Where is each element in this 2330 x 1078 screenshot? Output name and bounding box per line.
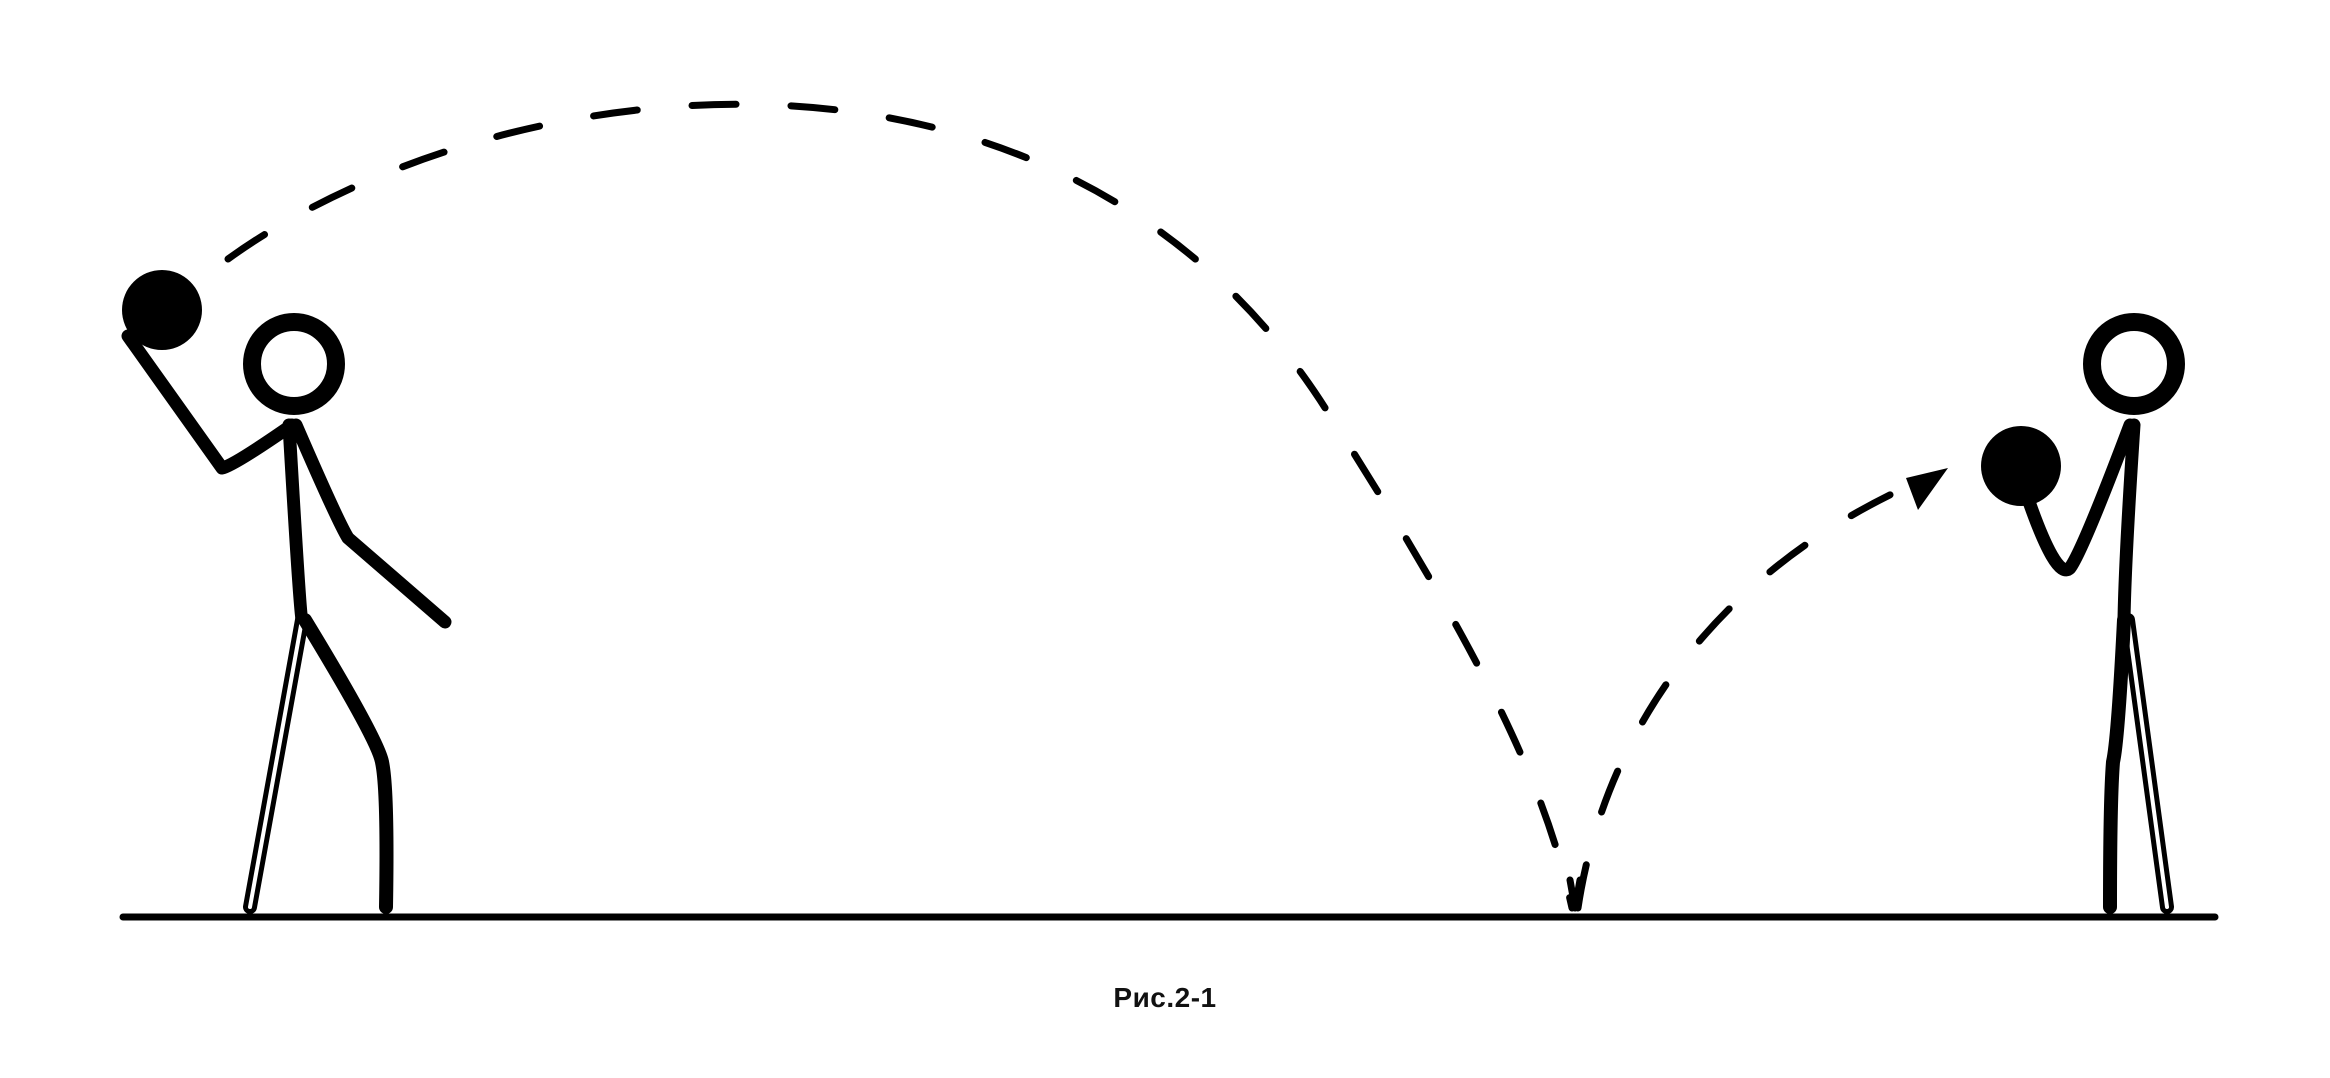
ball-icon — [122, 270, 202, 350]
ball-rebound-arc — [1578, 490, 1900, 908]
ball-trajectory-arc — [228, 104, 1572, 908]
arrow-head-icon — [1906, 468, 1948, 510]
catcher-head — [2092, 322, 2176, 406]
thrower-torso — [289, 425, 302, 620]
thrower-front-leg — [305, 620, 387, 907]
thrower-head — [252, 322, 336, 406]
thrower-back-leg-highlight — [250, 620, 302, 907]
catcher-straight-leg-highlight — [2128, 620, 2167, 907]
thrower-lower-arm — [296, 425, 445, 622]
bounce-mark — [1570, 880, 1580, 908]
catcher-bent-leg — [2110, 620, 2124, 907]
catcher-figure — [1981, 322, 2176, 907]
ball-icon — [1981, 426, 2061, 506]
figure-caption: Рис.2-1 — [0, 982, 2330, 1014]
thrower-figure — [122, 270, 445, 907]
